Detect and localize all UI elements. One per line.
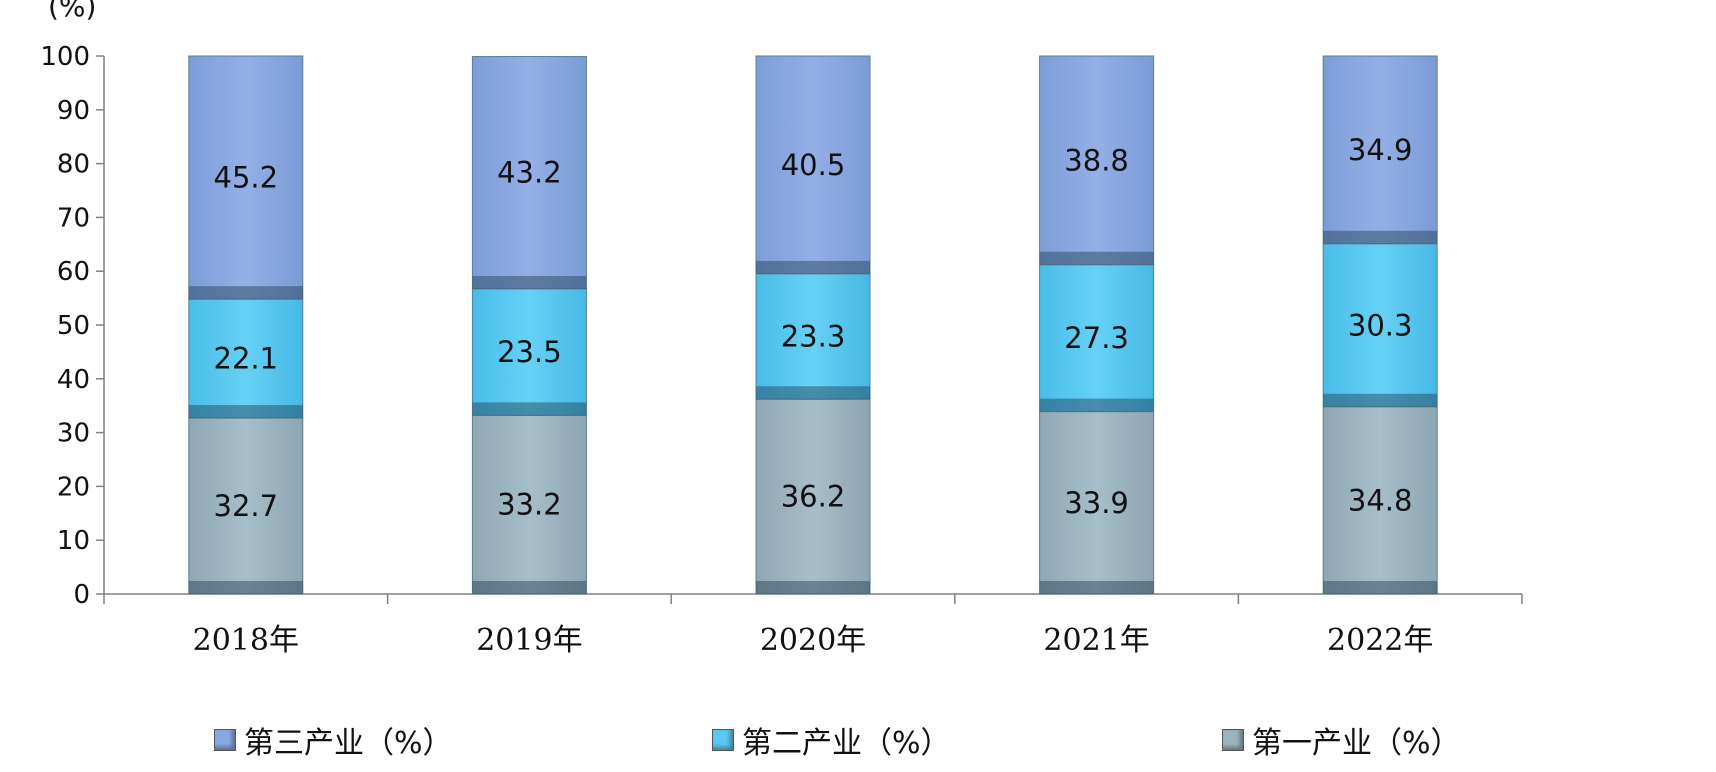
- y-tick-label: 80: [57, 150, 90, 180]
- legend-item: 第一产业（%）: [1222, 718, 1461, 762]
- legend-label: 第三产业（%）: [244, 726, 453, 761]
- bar-segment: [755, 273, 871, 400]
- data-label: 32.7: [214, 489, 279, 523]
- bar-segment-bevel: [1323, 393, 1438, 407]
- bar-segment: [1039, 264, 1155, 413]
- bar-segment-bevel: [472, 275, 587, 289]
- y-tick-label: 60: [57, 257, 90, 287]
- data-label: 38.8: [1064, 143, 1129, 177]
- x-tick-label: 2019年: [476, 623, 582, 658]
- data-label: 34.9: [1348, 133, 1413, 167]
- legend-item: 第三产业（%）: [214, 718, 453, 762]
- x-tick-label: 2022年: [1327, 623, 1433, 658]
- legend-label: 第一产业（%）: [1252, 726, 1461, 761]
- bar-segment-bevel: [472, 402, 587, 416]
- x-tick-label: 2020年: [760, 623, 866, 658]
- bar-segment-bevel: [1039, 398, 1154, 412]
- x-tick-label: 2018年: [193, 623, 299, 658]
- y-tick-label: 40: [57, 365, 90, 395]
- bar-segment: [1039, 55, 1155, 266]
- x-tick-label: 2021年: [1043, 623, 1149, 658]
- y-tick-label: 0: [73, 580, 90, 610]
- y-tick-label: 30: [57, 419, 90, 449]
- bar-segment-bevel: [1323, 581, 1438, 594]
- data-label: 33.9: [1064, 486, 1129, 520]
- bar-segment: [755, 55, 871, 275]
- bar-segment: [1322, 406, 1438, 595]
- bar-segment-bevel: [1323, 230, 1438, 244]
- data-label: 36.2: [781, 480, 846, 514]
- data-label: 22.1: [214, 342, 279, 376]
- data-label: 40.5: [781, 148, 846, 182]
- data-label: 34.8: [1348, 483, 1413, 517]
- bar-segment: [188, 55, 304, 300]
- legend-swatch: [214, 729, 236, 751]
- y-tick-label: 10: [57, 526, 90, 556]
- bar-segment-bevel: [756, 581, 870, 594]
- y-tick-label: 20: [57, 472, 90, 502]
- data-label: 33.2: [497, 488, 562, 522]
- bar-segment-bevel: [1039, 251, 1154, 265]
- y-unit-label: (%): [48, 0, 97, 23]
- bar-segment-bevel: [188, 286, 303, 300]
- bar-segment-bevel: [188, 405, 303, 419]
- bar-segment-bevel: [756, 260, 870, 274]
- y-tick-label: 100: [40, 42, 90, 72]
- legend-swatch: [1222, 729, 1244, 751]
- data-label: 43.2: [497, 156, 562, 190]
- legend-swatch: [712, 729, 734, 751]
- bar-segment-bevel: [756, 386, 870, 400]
- data-label: 27.3: [1064, 321, 1129, 355]
- y-tick-label: 70: [57, 203, 90, 233]
- bar-segment-bevel: [188, 581, 303, 594]
- legend-item: 第二产业（%）: [712, 718, 951, 762]
- bar-segment: [1322, 243, 1438, 408]
- bar-segment: [1039, 411, 1155, 595]
- bar-segment-bevel: [1039, 581, 1154, 594]
- y-tick-label: 50: [57, 311, 90, 341]
- bar-segment: [471, 56, 587, 290]
- data-label: 23.5: [497, 335, 562, 369]
- data-label: 30.3: [1348, 308, 1413, 342]
- data-label: 23.3: [781, 320, 846, 354]
- legend-label: 第二产业（%）: [742, 726, 951, 761]
- data-label: 45.2: [214, 161, 279, 195]
- bar-segment: [471, 288, 587, 416]
- bar-segment-bevel: [472, 581, 587, 594]
- y-tick-label: 90: [57, 96, 90, 126]
- bar-segment: [471, 414, 587, 595]
- bar-segment: [1322, 55, 1438, 245]
